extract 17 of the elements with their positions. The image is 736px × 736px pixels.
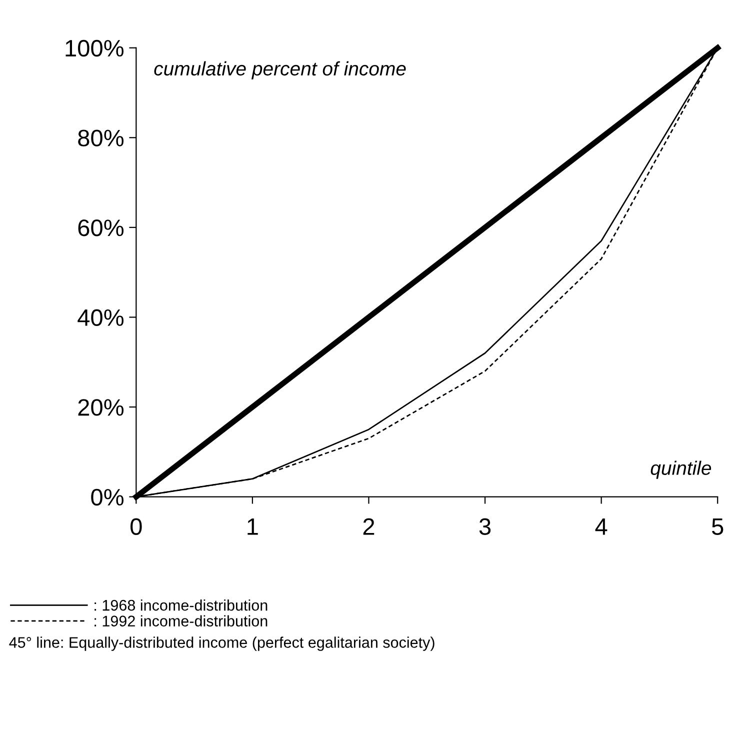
y-tick-label: 20% xyxy=(78,399,124,416)
y-axis-title: cumulative percent of income xyxy=(154,61,406,80)
y-tick-label: 60% xyxy=(78,219,124,236)
x-tick-label: 1 xyxy=(248,518,258,535)
x-tick-label: 0 xyxy=(130,518,142,535)
x-tick-label: 4 xyxy=(595,518,608,535)
y-tick-label: 80% xyxy=(78,130,124,146)
x-tick-label: 2 xyxy=(363,518,374,535)
x-axis-title: quintile xyxy=(650,460,712,479)
legend-label: : 1968 income-distribution xyxy=(94,599,268,611)
y-tick-label: 100% xyxy=(66,40,124,57)
y-tick-label: 0% xyxy=(91,488,124,506)
x-tick-label: 3 xyxy=(479,518,491,535)
x-tick-label: 5 xyxy=(712,518,724,535)
text: 45° line: Equally-distributed income (perfect egalitarian society) xyxy=(9,636,434,651)
y-tick-label: 40% xyxy=(78,309,124,326)
legend-label: : 1992 income-distribution xyxy=(94,615,268,626)
